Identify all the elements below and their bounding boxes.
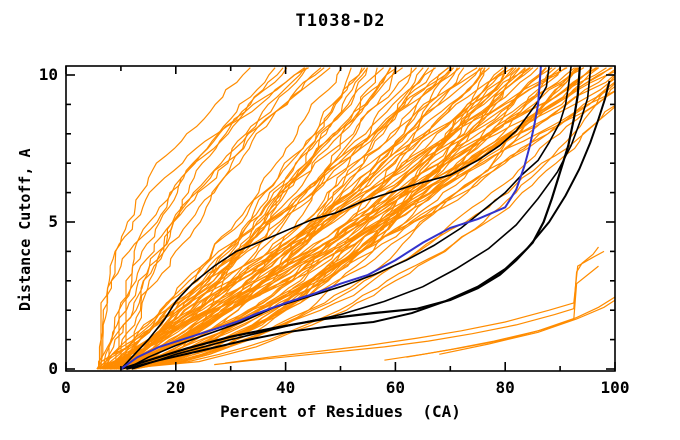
model-curve-orange (100, 67, 455, 370)
model-black-5 (131, 66, 592, 370)
model-curve-orange (104, 67, 331, 370)
model-curve-orange (110, 67, 490, 370)
x-tick-label: 80 (495, 378, 515, 397)
model-curve-orange (127, 85, 615, 370)
y-axis-label: Distance Cutoff, A (16, 148, 34, 311)
x-tick-label: 0 (61, 378, 71, 397)
outlier-orange-5 (439, 299, 615, 355)
model-curve-orange (99, 67, 309, 370)
outlier-orange-4 (406, 296, 615, 358)
model-black-3-thick (120, 66, 581, 371)
model-curve-orange (96, 67, 417, 370)
y-tick-label: 0 (48, 359, 58, 378)
x-axis-label: Percent of Residues (CA) (220, 402, 461, 421)
model-curve-orange (104, 67, 507, 370)
model-curve-orange (120, 67, 322, 369)
model-curve-orange (102, 104, 615, 370)
model-curve-orange (110, 67, 520, 370)
model-curve-orange (125, 67, 284, 369)
y-tick-label: 10 (38, 65, 58, 84)
model-curve-orange (129, 67, 368, 370)
model-curve-orange (117, 67, 403, 370)
x-tick-label: 60 (385, 378, 406, 397)
model-curve-orange (106, 67, 598, 370)
model-curve-orange (99, 70, 615, 370)
model-curve-orange (118, 67, 378, 370)
model-curve-orange (101, 67, 369, 370)
model-curve-orange (98, 67, 251, 370)
model-curve-orange (105, 67, 575, 370)
model-black-1 (120, 66, 550, 370)
model-curve-orange (117, 90, 615, 370)
model-curve-orange (115, 67, 276, 369)
outlier-orange-2 (225, 250, 605, 364)
model-curve-orange (131, 67, 288, 369)
model-curve-orange (111, 67, 485, 370)
model-curve-orange (122, 67, 392, 370)
model-curve-orange (97, 67, 461, 370)
model-curve-orange (111, 67, 366, 370)
model-curve-orange (133, 67, 562, 370)
curves-layer (96, 66, 615, 371)
model-curve-orange (103, 67, 308, 369)
model-curve-orange (99, 67, 465, 370)
model-curve-orange (131, 67, 597, 370)
model-curve-orange (107, 67, 561, 370)
model-black-2 (126, 66, 572, 370)
model-curve-orange (115, 67, 600, 370)
model-curve-orange (113, 67, 568, 370)
model-curve-orange (97, 67, 436, 370)
model-blue-highlight (120, 66, 542, 370)
x-tick-label: 100 (600, 378, 630, 397)
x-tick-label: 40 (275, 378, 296, 397)
y-tick-label: 5 (48, 212, 58, 231)
x-tick-label: 20 (166, 378, 186, 397)
model-curve-orange (126, 67, 577, 370)
model-curve-orange (100, 67, 305, 369)
model-curve-orange (112, 67, 504, 370)
model-black-4 (126, 80, 611, 370)
chart-title: T1038-D2 (295, 11, 386, 31)
